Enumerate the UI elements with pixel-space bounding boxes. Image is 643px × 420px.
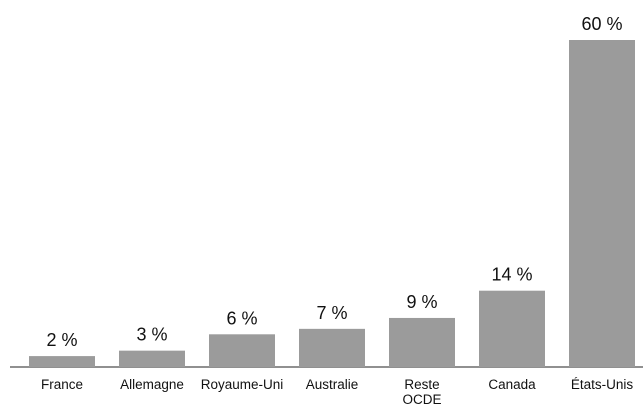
data-label: 2 % [46,330,77,350]
data-label: 6 % [226,308,257,328]
bar [479,290,545,367]
bar [119,350,185,367]
data-label: 14 % [491,265,532,285]
bar [29,356,95,367]
bar [569,40,635,367]
x-tick-label: France [41,377,83,392]
x-tick-label: Canada [488,377,536,392]
x-tick-label: Reste OCDE [402,377,441,407]
data-label: 7 % [316,303,347,323]
x-tick-label: Royaume-Uni [201,377,284,392]
x-tick-label: Australie [306,377,359,392]
bar [299,328,365,367]
data-label: 3 % [136,325,167,345]
x-tick-label: États-Unis [571,377,634,392]
data-label: 9 % [406,292,437,312]
bar [389,317,455,367]
bar [209,334,275,367]
x-tick-label: Allemagne [120,377,184,392]
data-label: 60 % [581,14,622,34]
